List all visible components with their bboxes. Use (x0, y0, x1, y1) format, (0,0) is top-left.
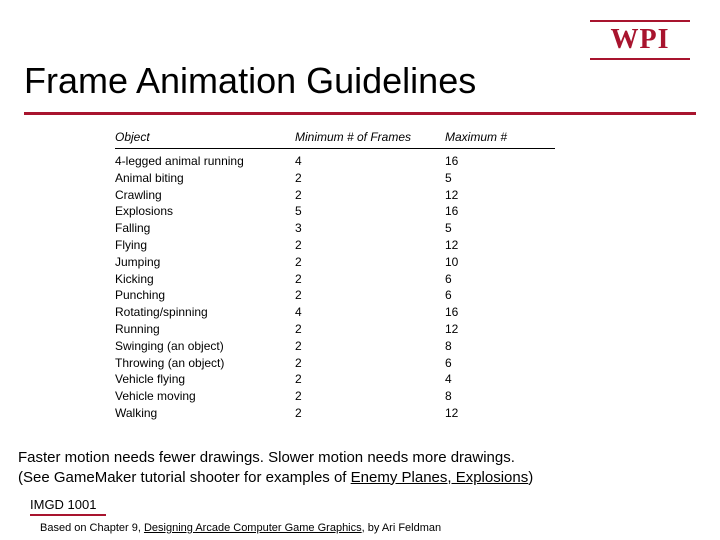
cell-min: 2 (295, 371, 445, 388)
cell-min: 2 (295, 287, 445, 304)
caption-line1: Faster motion needs fewer drawings. Slow… (18, 448, 702, 468)
cell-max: 6 (445, 355, 555, 372)
cell-object: 4-legged animal running (115, 153, 295, 170)
table-row: Rotating/spinning416 (115, 304, 555, 321)
table-row: Punching26 (115, 287, 555, 304)
header-min: Minimum # of Frames (295, 130, 445, 144)
table-row: Throwing (an object)26 (115, 355, 555, 372)
cell-max: 10 (445, 254, 555, 271)
slide-title: Frame Animation Guidelines (24, 60, 476, 102)
cell-object: Kicking (115, 271, 295, 288)
table-row: Swinging (an object)28 (115, 338, 555, 355)
cell-max: 16 (445, 203, 555, 220)
caption-line2-post: ) (528, 469, 533, 486)
cell-object: Swinging (an object) (115, 338, 295, 355)
cell-max: 16 (445, 153, 555, 170)
cell-max: 5 (445, 220, 555, 237)
caption-line2: (See GameMaker tutorial shooter for exam… (18, 468, 702, 488)
cell-min: 4 (295, 153, 445, 170)
footer-credit: Based on Chapter 9, Designing Arcade Com… (40, 522, 441, 534)
cell-max: 8 (445, 338, 555, 355)
caption-line2-underlined: Enemy Planes, Explosions (351, 469, 529, 486)
cell-min: 2 (295, 355, 445, 372)
cell-min: 2 (295, 405, 445, 422)
cell-min: 2 (295, 254, 445, 271)
cell-max: 12 (445, 187, 555, 204)
cell-max: 16 (445, 304, 555, 321)
cell-max: 6 (445, 271, 555, 288)
cell-max: 6 (445, 287, 555, 304)
cell-object: Animal biting (115, 170, 295, 187)
credit-pre: Based on Chapter 9, (40, 522, 144, 534)
cell-object: Rotating/spinning (115, 304, 295, 321)
table-row: Explosions516 (115, 203, 555, 220)
cell-object: Throwing (an object) (115, 355, 295, 372)
cell-max: 12 (445, 321, 555, 338)
table-body: 4-legged animal running416Animal biting2… (115, 153, 555, 422)
header-max: Maximum # (445, 130, 555, 144)
cell-min: 2 (295, 388, 445, 405)
table-header: Object Minimum # of Frames Maximum # (115, 130, 555, 149)
table-row: Kicking26 (115, 271, 555, 288)
frames-table: Object Minimum # of Frames Maximum # 4-l… (115, 130, 555, 422)
caption: Faster motion needs fewer drawings. Slow… (18, 448, 702, 487)
table-row: 4-legged animal running416 (115, 153, 555, 170)
cell-min: 3 (295, 220, 445, 237)
cell-object: Falling (115, 220, 295, 237)
cell-object: Walking (115, 405, 295, 422)
cell-min: 2 (295, 271, 445, 288)
cell-object: Running (115, 321, 295, 338)
table-row: Walking212 (115, 405, 555, 422)
table-row: Vehicle moving28 (115, 388, 555, 405)
table-row: Animal biting25 (115, 170, 555, 187)
footer-rule (30, 514, 106, 516)
cell-object: Punching (115, 287, 295, 304)
cell-min: 5 (295, 203, 445, 220)
header-object: Object (115, 130, 295, 144)
table-row: Running212 (115, 321, 555, 338)
cell-min: 2 (295, 321, 445, 338)
table-row: Jumping210 (115, 254, 555, 271)
credit-post: , by Ari Feldman (362, 522, 441, 534)
cell-object: Crawling (115, 187, 295, 204)
cell-max: 4 (445, 371, 555, 388)
cell-min: 2 (295, 338, 445, 355)
logo-rule-top (590, 20, 690, 22)
wpi-logo: WPI (590, 20, 690, 60)
cell-min: 2 (295, 170, 445, 187)
table-row: Vehicle flying24 (115, 371, 555, 388)
cell-object: Jumping (115, 254, 295, 271)
title-rule (24, 112, 696, 115)
cell-min: 2 (295, 187, 445, 204)
cell-object: Vehicle flying (115, 371, 295, 388)
cell-object: Explosions (115, 203, 295, 220)
table-row: Crawling212 (115, 187, 555, 204)
cell-max: 12 (445, 237, 555, 254)
footer-course: IMGD 1001 (30, 497, 96, 512)
logo-text: WPI (590, 24, 690, 56)
cell-object: Flying (115, 237, 295, 254)
logo-rule-bottom (590, 58, 690, 60)
cell-object: Vehicle moving (115, 388, 295, 405)
cell-max: 5 (445, 170, 555, 187)
cell-min: 2 (295, 237, 445, 254)
cell-max: 8 (445, 388, 555, 405)
table-row: Flying212 (115, 237, 555, 254)
table-row: Falling35 (115, 220, 555, 237)
caption-line2-pre: (See GameMaker tutorial shooter for exam… (18, 469, 351, 486)
cell-max: 12 (445, 405, 555, 422)
credit-title: Designing Arcade Computer Game Graphics (144, 522, 362, 534)
cell-min: 4 (295, 304, 445, 321)
